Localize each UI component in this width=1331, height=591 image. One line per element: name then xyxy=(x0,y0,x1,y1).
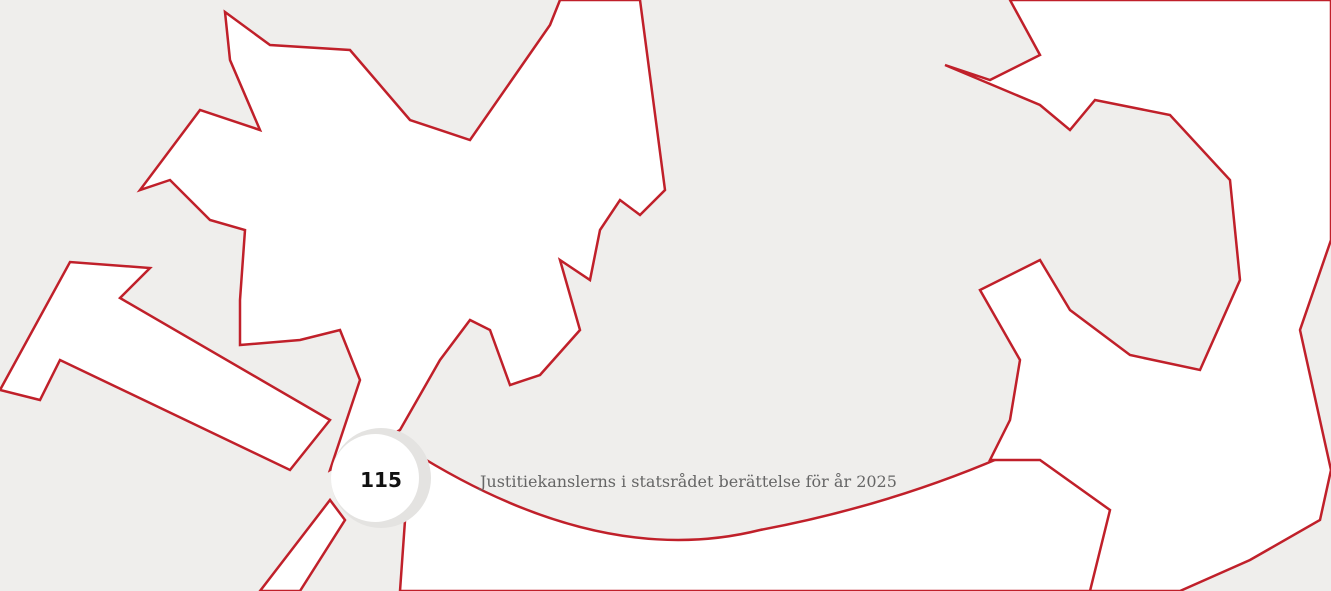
footer-title: Justitiekanslerns i statsrådet berättels… xyxy=(480,472,897,491)
lion-ornament xyxy=(0,0,1331,591)
page-number: 115 xyxy=(345,468,417,492)
page: 115 Justitiekanslerns i statsrådet berät… xyxy=(0,0,1331,591)
